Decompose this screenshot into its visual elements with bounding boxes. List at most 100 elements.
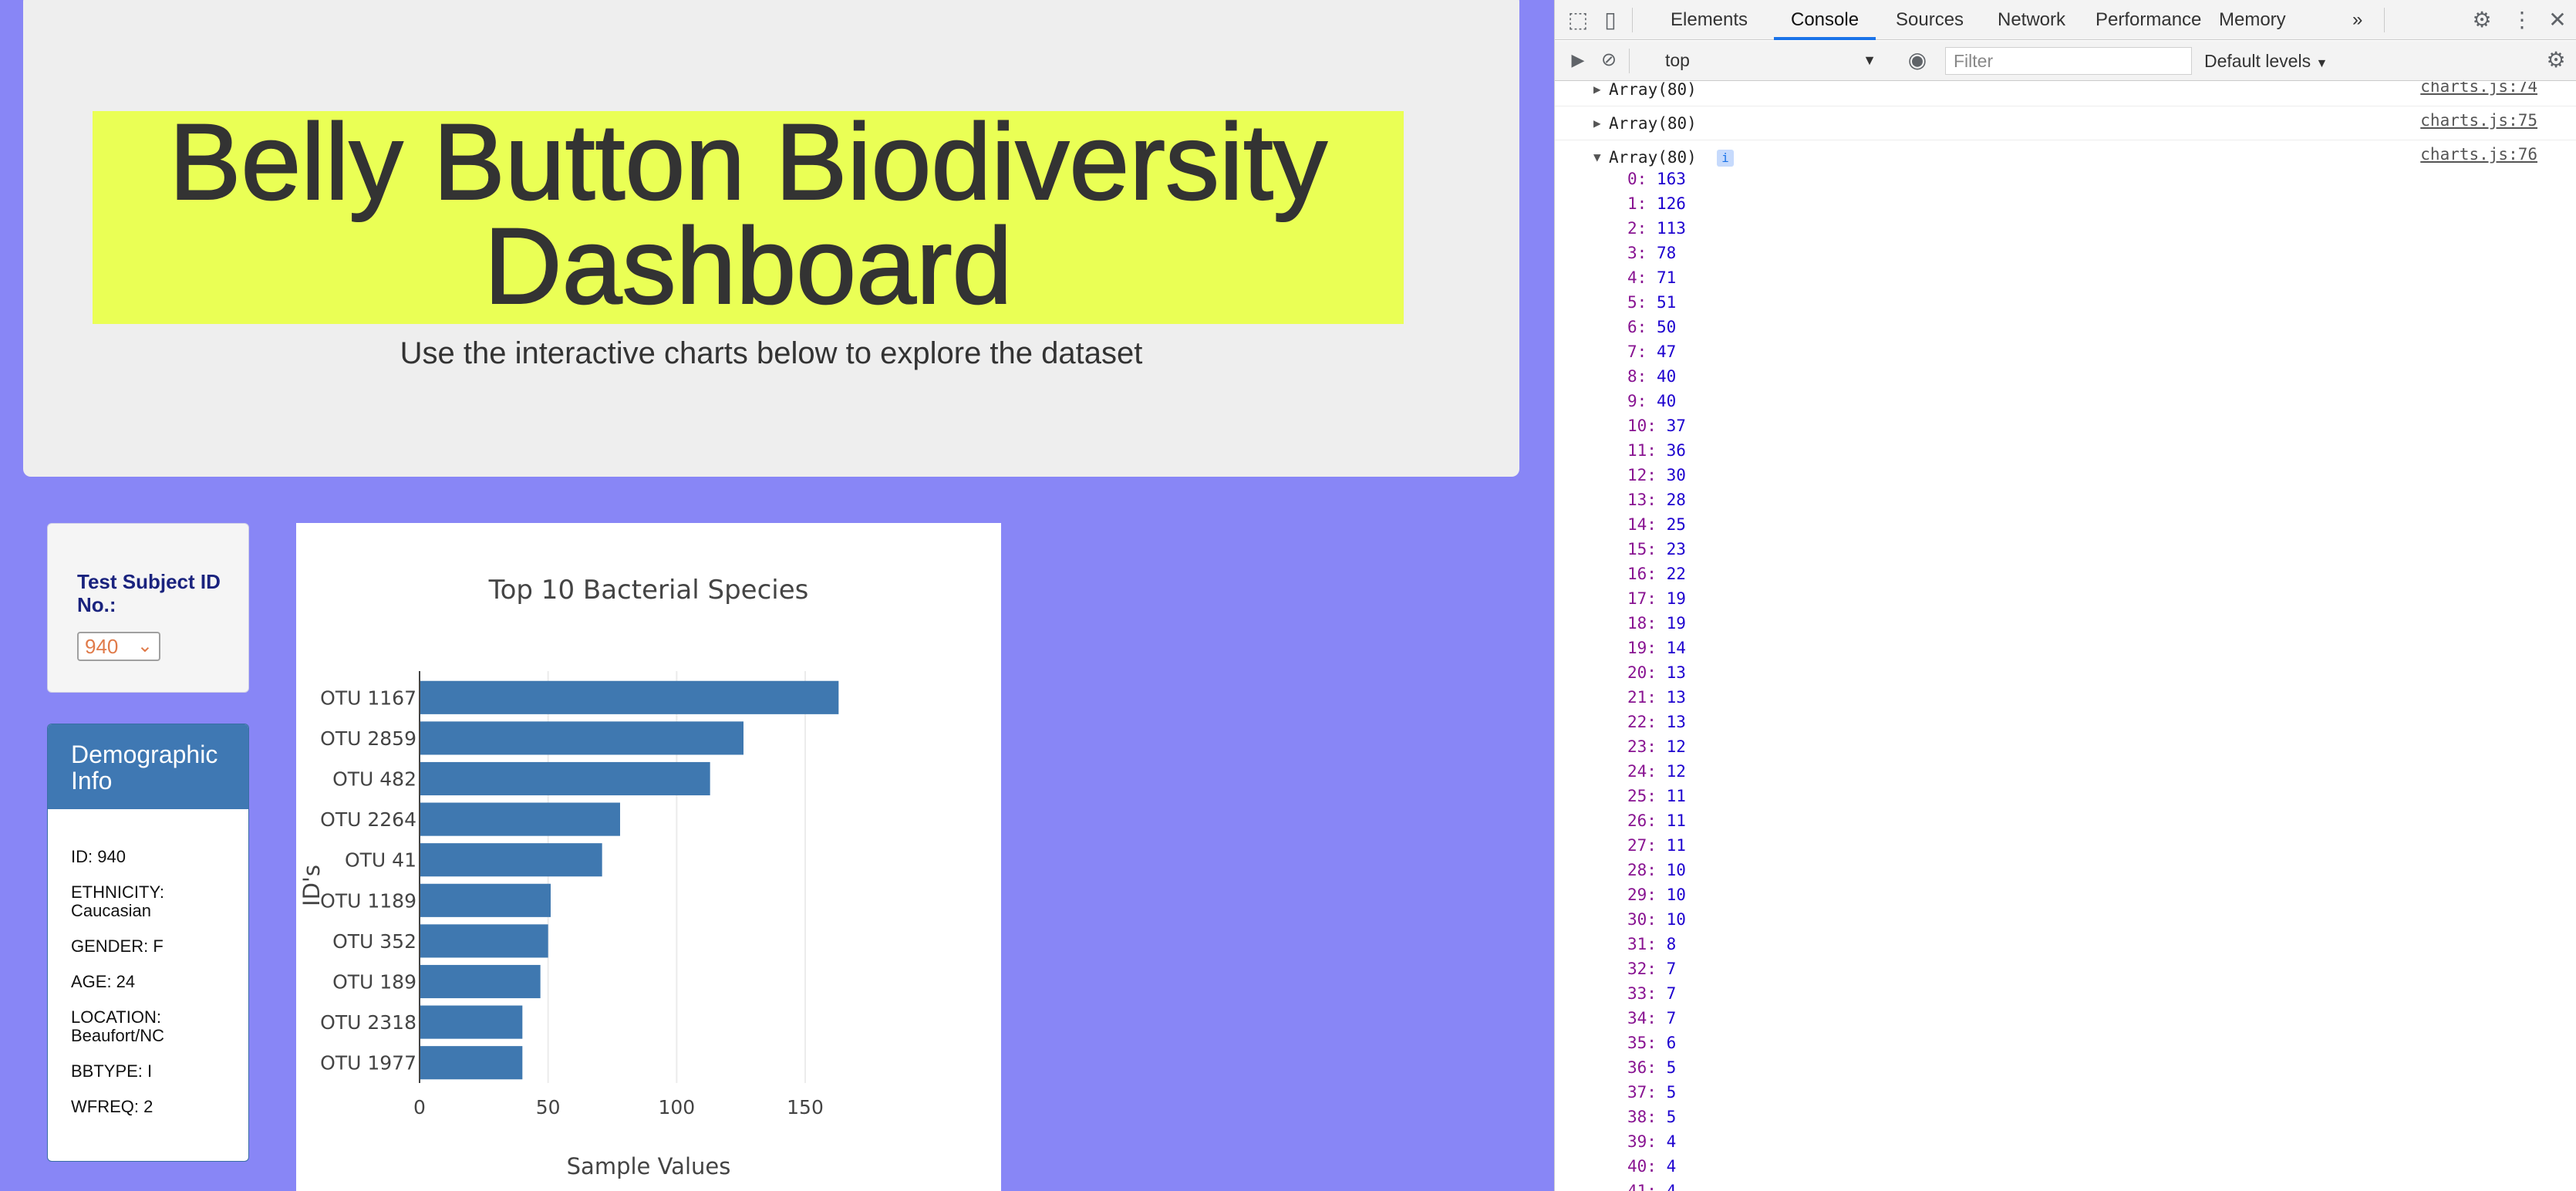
console-settings-icon[interactable]: ⚙ — [2546, 48, 2566, 72]
console-log-row[interactable]: ▶ Array(80) charts.js:75 — [1555, 106, 2576, 140]
bar[interactable] — [420, 1046, 523, 1080]
y-tick-label: OTU 482 — [332, 768, 416, 791]
close-icon[interactable]: ✕ — [2548, 8, 2567, 32]
collapsed-arrow-icon[interactable]: ▶ — [1593, 116, 1601, 130]
array-item: 16: 22 — [1555, 562, 2576, 586]
array-item: 34: 7 — [1555, 1006, 2576, 1031]
filter-input[interactable]: Filter — [1945, 47, 2192, 75]
log-source-link[interactable]: charts.js:74 — [2420, 82, 2537, 96]
tab-elements[interactable]: Elements — [1671, 9, 1748, 30]
device-toolbar-icon[interactable]: ▯ — [1604, 8, 1617, 32]
array-index: 27: — [1627, 836, 1667, 855]
info-icon[interactable]: i — [1717, 150, 1734, 167]
array-index: 15: — [1627, 540, 1667, 558]
expanded-arrow-icon[interactable]: ▼ — [1593, 150, 1601, 164]
context-select[interactable]: top ▼ — [1661, 47, 1884, 73]
array-value: 40 — [1656, 367, 1677, 386]
collapsed-arrow-icon[interactable]: ▶ — [1593, 82, 1601, 96]
demographic-row: ETHNICITY: Caucasian — [71, 882, 165, 920]
array-value: 13 — [1666, 688, 1686, 707]
toolbar-separator — [1629, 49, 1630, 73]
array-item: 36: 5 — [1555, 1055, 2576, 1080]
array-index: 1: — [1627, 194, 1657, 213]
devtools-panel: ⬚ ▯ Elements Console Sources Network Perform… — [1554, 0, 2576, 1191]
array-index: 41: — [1627, 1182, 1667, 1191]
array-index: 25: — [1627, 787, 1667, 805]
array-index: 10: — [1627, 417, 1667, 435]
array-value: 12 — [1666, 762, 1686, 781]
log-source-link[interactable]: charts.js:75 — [2420, 111, 2537, 130]
array-item: 5: 51 — [1555, 290, 2576, 315]
tab-performance[interactable]: Performance — [2096, 9, 2202, 30]
gear-icon[interactable]: ⚙ — [2472, 8, 2492, 32]
kebab-menu-icon[interactable]: ⋮ — [2511, 8, 2533, 32]
array-index: 9: — [1627, 392, 1657, 410]
bar[interactable] — [420, 1005, 523, 1039]
array-index: 0: — [1627, 170, 1657, 188]
array-index: 11: — [1627, 441, 1667, 460]
y-tick-label: OTU 189 — [332, 971, 416, 994]
bar[interactable] — [420, 680, 839, 714]
array-index: 22: — [1627, 713, 1667, 731]
demographic-row: LOCATION: Beaufort/NC — [71, 1007, 165, 1045]
bar[interactable] — [420, 802, 620, 836]
inspect-element-icon[interactable]: ⬚ — [1567, 8, 1589, 32]
array-index: 35: — [1627, 1034, 1667, 1052]
x-tick-label: 50 — [536, 1096, 561, 1118]
bar[interactable] — [420, 721, 743, 755]
array-value: 4 — [1666, 1132, 1677, 1151]
array-index: 8: — [1627, 367, 1657, 386]
array-item: 9: 40 — [1555, 389, 2576, 413]
sidebar-toggle-icon[interactable]: ▶ — [1571, 50, 1585, 69]
array-value: 50 — [1656, 318, 1677, 336]
array-item: 11: 36 — [1555, 438, 2576, 463]
array-item: 23: 12 — [1555, 734, 2576, 759]
array-item: 14: 25 — [1555, 512, 2576, 537]
x-axis-label: Sample Values — [567, 1153, 731, 1179]
demographic-list: ID: 940 ETHNICITY: Caucasian GENDER: F AGE:… — [71, 848, 241, 1133]
array-item: 1: 126 — [1555, 191, 2576, 216]
array-value: 37 — [1666, 417, 1686, 435]
subject-id-select[interactable]: 940 ⌄ — [77, 632, 160, 661]
bar[interactable] — [420, 964, 541, 999]
array-value: 6 — [1666, 1034, 1677, 1052]
log-source-link[interactable]: charts.js:76 — [2420, 145, 2537, 164]
tab-console[interactable]: Console — [1774, 0, 1876, 40]
array-value: 30 — [1666, 466, 1686, 484]
console-log-row[interactable]: ▼ Array(80) charts.js:76 i — [1555, 140, 2576, 174]
dropdown-triangle-icon: ▼ — [1863, 52, 1876, 68]
log-levels-select[interactable]: Default levels ▼ — [2192, 47, 2346, 75]
array-index: 24: — [1627, 762, 1667, 781]
clear-console-icon[interactable]: ⊘ — [1600, 49, 1617, 70]
bar-chart-panel: OTU 1167 OTU 2859 OTU 482 OTU 2264 OTU 41 OTU… — [296, 523, 1001, 1191]
console-log-row[interactable]: ▶ Array(80) charts.js:74 — [1555, 82, 2576, 106]
array-value: 25 — [1666, 515, 1686, 534]
tab-separator — [2384, 8, 2385, 32]
subject-select-panel: Test Subject ID No.: 940 ⌄ — [47, 523, 249, 693]
array-item: 12: 30 — [1555, 463, 2576, 488]
console-output: ▶ Array(80) charts.js:74 ▶ Array(80) charts.j… — [1555, 82, 2576, 1191]
demographic-row: GENDER: F — [71, 936, 164, 956]
array-index: 28: — [1627, 861, 1667, 879]
array-item: 6: 50 — [1555, 315, 2576, 339]
y-tick-label: OTU 2318 — [320, 1011, 416, 1034]
array-value: 4 — [1666, 1182, 1677, 1191]
bar[interactable] — [420, 761, 710, 796]
tab-network[interactable]: Network — [1998, 9, 2066, 30]
more-tabs-icon[interactable]: » — [2352, 9, 2363, 30]
array-item: 0: 163 — [1555, 167, 2576, 191]
bar[interactable] — [420, 924, 548, 958]
bar[interactable] — [420, 843, 602, 877]
array-item: 38: 5 — [1555, 1105, 2576, 1129]
tab-sources[interactable]: Sources — [1896, 9, 1964, 30]
y-tick-label: OTU 1189 — [320, 889, 416, 912]
x-tick-label: 100 — [658, 1096, 695, 1118]
bar-chart[interactable]: OTU 1167 OTU 2859 OTU 482 OTU 2264 OTU 41 OTU… — [296, 523, 1001, 1191]
eye-icon[interactable]: ◉ — [1907, 48, 1927, 72]
bar[interactable] — [420, 883, 551, 917]
dashboard-page: Belly Button Biodiversity Dashboard Use … — [23, 0, 1519, 1191]
array-index: 37: — [1627, 1083, 1667, 1102]
array-index: 36: — [1627, 1058, 1667, 1077]
array-item: 32: 7 — [1555, 957, 2576, 981]
tab-memory[interactable]: Memory — [2219, 9, 2286, 30]
